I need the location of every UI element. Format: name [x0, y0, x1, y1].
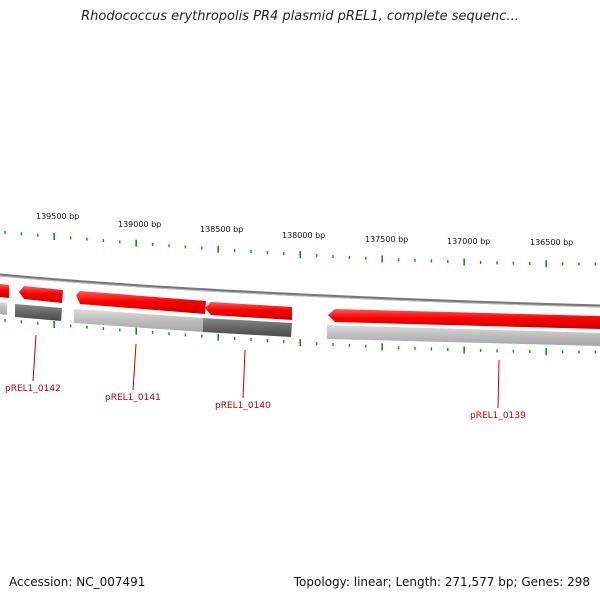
scale-ticks-inner: [4, 318, 597, 356]
tick-label-138500: 138500 bp: [200, 225, 243, 234]
scale-labels: 139500 bp 139000 bp 138500 bp 138000 bp …: [36, 212, 573, 247]
gene-arrow-pREL1_0142[interactable]: [19, 286, 63, 303]
tick-label-137000: 137000 bp: [447, 237, 490, 246]
red-gene-track: [0, 284, 600, 329]
gene-arrow-pREL1_0139[interactable]: [328, 309, 600, 329]
tick-label-139000: 139000 bp: [118, 220, 161, 229]
tick-label-138000: 138000 bp: [282, 231, 325, 240]
gene-arrow-pREL1_0141[interactable]: [76, 291, 206, 314]
gene-label-pREL1_0142[interactable]: pREL1_0142: [5, 384, 61, 394]
cds-block-pREL1_0140[interactable]: [203, 318, 292, 337]
cds-block-pREL1_0139[interactable]: [327, 325, 600, 346]
cds-block-pREL1_0142[interactable]: [15, 304, 62, 321]
genome-summary-text: Topology: linear; Length: 271,577 bp; Ge…: [293, 575, 590, 589]
cds-block-partial-left[interactable]: [0, 302, 7, 315]
scale-ticks-outer: [4, 230, 597, 268]
cds-block-pREL1_0141[interactable]: [74, 309, 203, 332]
tick-label-137500: 137500 bp: [365, 235, 408, 244]
gene-label-pREL1_0140[interactable]: pREL1_0140: [215, 401, 271, 411]
gene-arrow-partial-left[interactable]: [0, 284, 9, 298]
gray-gene-track: [0, 302, 600, 346]
gene-label-pREL1_0139[interactable]: pREL1_0139: [470, 411, 526, 421]
gene-label-leaders: [32, 334, 500, 409]
gene-label-pREL1_0141[interactable]: pREL1_0141: [105, 393, 161, 403]
tick-label-136500: 136500 bp: [530, 238, 573, 247]
tick-label-139500: 139500 bp: [36, 212, 79, 221]
accession-text: Accession: NC_007491: [9, 575, 146, 589]
map-title: Rhodococcus erythropolis PR4 plasmid pRE…: [81, 9, 519, 24]
gene-arrow-pREL1_0140[interactable]: [205, 302, 292, 320]
backbone-line: [0, 273, 600, 308]
